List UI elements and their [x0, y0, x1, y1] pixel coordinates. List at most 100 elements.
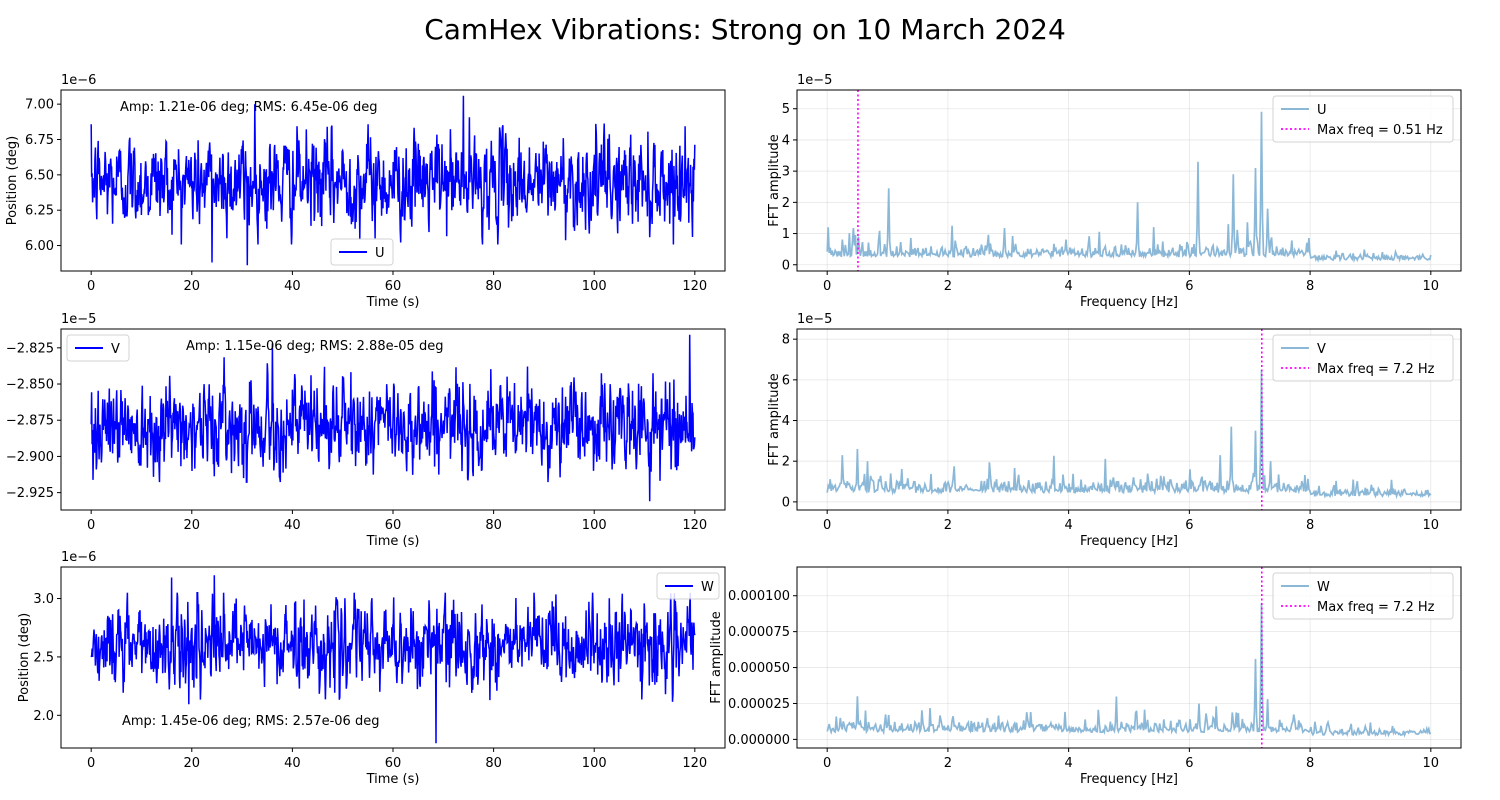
- legend: W: [656, 572, 720, 600]
- x-tick-label: 20: [184, 279, 201, 294]
- plot-area: [826, 567, 1432, 748]
- x-tick-label: 40: [284, 756, 301, 771]
- series-line-fft: [826, 369, 1432, 500]
- y-tick-label: 5: [782, 102, 790, 117]
- legend-box: [1272, 95, 1454, 143]
- y-offset-label: 1e−5: [797, 73, 832, 88]
- x-tick-label: 0: [87, 518, 95, 533]
- x-tick-label: 0: [823, 279, 831, 294]
- legend-box: [1272, 334, 1454, 382]
- x-tick-label: 0: [823, 756, 831, 771]
- legend: V Max freq = 7.2 Hz: [1272, 334, 1454, 382]
- x-tick-label: 120: [682, 756, 707, 771]
- legend-label: Max freq = 0.51 Hz: [1317, 123, 1443, 138]
- x-tick-label: 0: [823, 518, 831, 533]
- x-tick-label: 100: [582, 518, 607, 533]
- stats-annotation: Amp: 1.45e-06 deg; RMS: 2.57e-06 deg: [122, 714, 379, 729]
- legend-label: Max freq = 7.2 Hz: [1317, 362, 1435, 377]
- x-axis-label: Time (s): [366, 772, 420, 787]
- panel-v_time: 0 20 40 60 80 100 120 −2.925 −2.900 −2.875 −2.850 −…: [6, 312, 726, 549]
- x-tick-label: 80: [485, 756, 502, 771]
- y-tick-label: 0.000100: [728, 589, 790, 604]
- x-tick-label: 0: [87, 756, 95, 771]
- y-axis-label: FFT amplitude: [767, 373, 782, 466]
- axes-frame: [796, 566, 1462, 749]
- panel-w_time: 0 20 40 60 80 100 120 2.0 2.5 3.0 1e−6 Time (s) Posi…: [17, 550, 726, 787]
- y-axis-label: FFT amplitude: [767, 134, 782, 227]
- x-tick-label: 0: [87, 279, 95, 294]
- y-tick-label: 8: [782, 333, 790, 348]
- x-tick-label: 4: [1064, 756, 1072, 771]
- axes-frame: [796, 328, 1462, 511]
- x-tick-label: 6: [1185, 756, 1193, 771]
- x-tick-label: 60: [385, 279, 402, 294]
- y-offset-label: 1e−5: [797, 312, 832, 327]
- y-offset-label: 1e−5: [61, 312, 96, 327]
- panel-v_fft: 0 2 4 6 8 10 0 2 4 6 8 1e−5 Frequency [Hz] FFT amplit…: [767, 312, 1462, 549]
- y-tick-label: 0.000050: [728, 661, 790, 676]
- y-tick-label: 3: [782, 165, 790, 180]
- x-tick-label: 20: [184, 518, 201, 533]
- y-tick-label: 0: [782, 258, 790, 273]
- y-tick-label: 4: [782, 133, 790, 148]
- x-tick-label: 80: [485, 518, 502, 533]
- panel-w_fft: 0 2 4 6 8 10 0.000000 0.000025 0.000050 0.000075 0…: [709, 566, 1462, 787]
- series-line-fft: [826, 602, 1432, 738]
- y-tick-label: 7.00: [25, 98, 54, 113]
- series-line-W: [90, 575, 696, 744]
- y-tick-label: −2.925: [6, 486, 54, 501]
- y-tick-label: 0.000025: [728, 697, 790, 712]
- legend-label: V: [1317, 342, 1326, 357]
- stats-annotation: Amp: 1.15e-06 deg; RMS: 2.88e-05 deg: [186, 339, 443, 354]
- y-tick-label: −2.875: [6, 414, 54, 429]
- x-tick-label: 60: [385, 756, 402, 771]
- y-axis-label: Position (deg): [17, 613, 32, 702]
- x-axis-label: Time (s): [366, 295, 420, 310]
- x-tick-label: 80: [485, 279, 502, 294]
- x-tick-label: 8: [1306, 756, 1314, 771]
- legend-label: W: [701, 580, 714, 595]
- x-tick-label: 100: [582, 756, 607, 771]
- axes-frame: [796, 89, 1462, 272]
- x-tick-label: 8: [1306, 518, 1314, 533]
- x-tick-label: 4: [1064, 518, 1072, 533]
- legend: V: [66, 334, 130, 362]
- legend-label: Max freq = 7.2 Hz: [1317, 600, 1435, 615]
- y-tick-label: 2: [782, 455, 790, 470]
- plot-area: [90, 575, 696, 744]
- y-tick-label: 2: [782, 196, 790, 211]
- legend-box: [1272, 572, 1454, 620]
- y-tick-label: 3.0: [33, 592, 54, 607]
- y-tick-label: 0.000075: [728, 625, 790, 640]
- y-tick-label: 2.5: [33, 650, 54, 665]
- x-tick-label: 10: [1423, 756, 1440, 771]
- y-tick-label: 6.50: [25, 168, 54, 183]
- x-tick-label: 6: [1185, 518, 1193, 533]
- y-tick-label: 1: [782, 227, 790, 242]
- legend: W Max freq = 7.2 Hz: [1272, 572, 1454, 620]
- plot-area: [90, 334, 696, 502]
- x-axis-label: Frequency [Hz]: [1080, 534, 1178, 549]
- legend: U Max freq = 0.51 Hz: [1272, 95, 1454, 143]
- y-tick-label: −2.825: [6, 341, 54, 356]
- x-tick-label: 10: [1423, 518, 1440, 533]
- plot-area: [826, 329, 1432, 510]
- legend-label: U: [375, 246, 385, 261]
- y-tick-label: −2.900: [6, 450, 54, 465]
- series-line-U: [90, 95, 696, 266]
- y-tick-label: 6: [782, 373, 790, 388]
- x-tick-label: 20: [184, 756, 201, 771]
- y-tick-label: 2.0: [33, 709, 54, 724]
- x-tick-label: 60: [385, 518, 402, 533]
- series-line-V: [90, 334, 696, 502]
- y-tick-label: 6.00: [25, 239, 54, 254]
- x-tick-label: 2: [944, 279, 952, 294]
- y-tick-label: 6.75: [25, 133, 54, 148]
- y-axis-label: FFT amplitude: [709, 611, 724, 704]
- y-offset-label: 1e−6: [61, 73, 96, 88]
- legend: U: [330, 238, 394, 266]
- x-tick-label: 100: [582, 279, 607, 294]
- x-tick-label: 40: [284, 518, 301, 533]
- figure-title: CamHex Vibrations: Strong on 10 March 20…: [424, 13, 1066, 46]
- x-tick-label: 6: [1185, 279, 1193, 294]
